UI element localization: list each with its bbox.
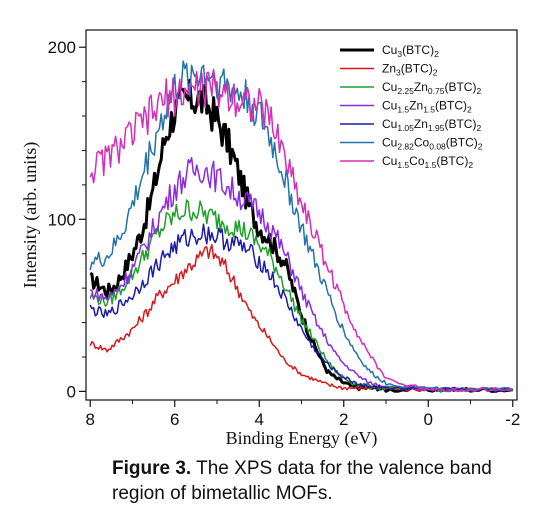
series-line bbox=[89, 199, 513, 393]
series-line bbox=[90, 156, 514, 392]
series-line bbox=[89, 68, 513, 393]
x-tick-label: 6 bbox=[170, 410, 179, 429]
y-tick-label: 200 bbox=[48, 38, 76, 57]
caption-text: The XPS data for the valence band region… bbox=[112, 458, 492, 504]
chart-container: 8 6 4 2 0 -2 0 100 200 Cu3(BTC)2 Zn3(BTC)2 Cu2.25Z… bbox=[20, 29, 520, 449]
y-tick-label: 0 bbox=[67, 382, 76, 401]
y-tick-label: 100 bbox=[48, 210, 76, 229]
x-tick-label: 0 bbox=[424, 410, 433, 429]
figure-caption: Figure 3. The XPS data for the valence b… bbox=[112, 456, 542, 506]
legend-label: Cu1.5Co1.5(BTC)2 bbox=[382, 154, 473, 170]
legend-label: Cu1.05Zn1.95(BTC)2 bbox=[382, 117, 481, 133]
legend-label: Cu1.5Zn1.5(BTC)2 bbox=[382, 99, 472, 115]
legend-label: Cu3(BTC)2 bbox=[382, 43, 439, 59]
legend: Cu3(BTC)2 Zn3(BTC)2 Cu2.25Zn0.75(BTC)2 Cu1.… bbox=[340, 43, 483, 170]
y-axis-label: Intensity (arb. units) bbox=[20, 142, 41, 288]
legend-label: Cu2.82Co0.08(BTC)2 bbox=[382, 136, 483, 152]
x-tick-label: 2 bbox=[339, 410, 348, 429]
series-group bbox=[89, 60, 514, 393]
series-line bbox=[89, 223, 513, 393]
xps-line-chart: 8 6 4 2 0 -2 0 100 200 Cu3(BTC)2 Zn3(BTC)2 Cu2.25Z… bbox=[20, 29, 520, 449]
series-line bbox=[89, 60, 514, 393]
axes: 8 6 4 2 0 -2 0 100 200 bbox=[48, 29, 520, 429]
x-axis-label: Binding Energy (eV) bbox=[226, 428, 378, 449]
x-tick-label: 8 bbox=[85, 410, 94, 429]
legend-label: Zn3(BTC)2 bbox=[382, 62, 438, 78]
x-tick-label: -2 bbox=[505, 410, 520, 429]
x-tick-label: 4 bbox=[255, 410, 264, 429]
legend-label: Cu2.25Zn0.75(BTC)2 bbox=[382, 80, 481, 96]
caption-prefix: Figure 3. bbox=[112, 458, 192, 479]
